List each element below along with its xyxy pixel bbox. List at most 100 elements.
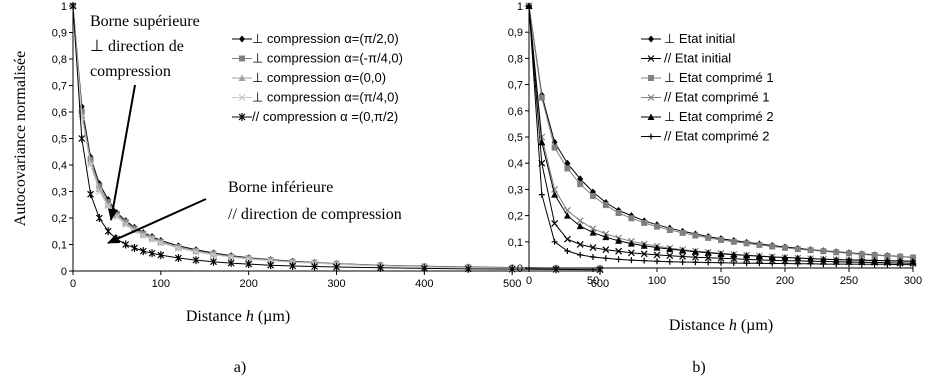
legend-item: ⊥ Etat comprimé 2 (641, 109, 774, 124)
legend-item: ⊥ compression α=(-π/4,0) (232, 51, 403, 66)
data-point (679, 246, 687, 254)
x-tick-label: 150 (712, 275, 730, 287)
data-point (602, 202, 609, 209)
data-point (691, 248, 699, 255)
data-point (819, 255, 827, 263)
data-point (420, 264, 428, 273)
x-tick-label: 300 (327, 278, 345, 290)
data-point (590, 192, 596, 199)
series-6 (526, 3, 916, 268)
data-point (245, 255, 253, 263)
data-point (157, 251, 165, 260)
legend-label: ⊥ Etat comprimé 1 (664, 70, 774, 85)
data-point (464, 264, 472, 273)
legend-marker (238, 74, 246, 81)
legend-label: // Etat comprimé 2 (664, 129, 769, 144)
legend-marker (648, 75, 654, 81)
data-point (333, 263, 340, 272)
data-point (743, 240, 750, 247)
data-point (289, 261, 297, 270)
data-point (858, 261, 865, 268)
data-point (846, 250, 852, 257)
data-point (768, 253, 776, 260)
legend-item: // Etat initial (641, 51, 731, 66)
x-tick-label: 600 (591, 278, 609, 290)
data-point (174, 244, 182, 252)
data-point (564, 159, 571, 167)
annotation-lower-arrow (107, 198, 207, 244)
data-point (846, 261, 852, 268)
data-point (602, 255, 609, 262)
x-tick-label: 0 (526, 275, 532, 287)
data-point (781, 254, 789, 261)
data-point (627, 249, 635, 257)
series-5 (525, 2, 917, 265)
x-tick-label: 100 (152, 278, 170, 290)
data-point (833, 261, 840, 268)
y-tick-label: 0,8 (52, 54, 67, 66)
y-tick-label: 0,7 (52, 81, 67, 93)
legend-marker (239, 55, 245, 62)
data-point (122, 240, 130, 249)
data-point (95, 214, 103, 222)
legend-a: ⊥ compression α=(π/2,0) ⊥ compression α=(… (232, 31, 403, 124)
data-point (909, 257, 917, 265)
legend-marker (238, 113, 246, 121)
data-point (640, 250, 648, 258)
x-axis-title-b: Distance h (µm) (669, 317, 773, 334)
data-point (104, 201, 112, 208)
data-point (871, 256, 879, 264)
data-point (210, 257, 217, 266)
data-point (755, 252, 763, 260)
data-point (563, 212, 571, 219)
legend-marker (648, 133, 654, 140)
x-tick-label: 400 (415, 278, 433, 290)
data-point (376, 263, 384, 272)
data-point (884, 252, 891, 259)
data-point (666, 252, 674, 260)
data-point (871, 252, 878, 259)
series-group-b (525, 2, 917, 268)
data-point (691, 253, 699, 261)
data-point (769, 243, 776, 250)
data-point (666, 245, 674, 253)
data-point (602, 246, 610, 254)
data-point (139, 232, 147, 239)
data-point (666, 258, 673, 265)
legend-label: ⊥ compression α=(π/4,0) (252, 90, 399, 105)
panel-label-a: a) (234, 359, 246, 376)
data-point (653, 244, 661, 251)
annotation-upper-line-1: Borne supérieure (90, 13, 200, 30)
data-point (820, 261, 827, 268)
data-point (640, 242, 648, 249)
legend-b: ⊥ Etat initial // Etat initial ⊥ Etat comp… (641, 31, 774, 144)
data-point (807, 255, 815, 262)
y-tick-label: 0,5 (52, 134, 67, 146)
x-tick-label: 50 (587, 275, 599, 287)
data-point (508, 265, 516, 274)
data-point (704, 249, 712, 256)
y-tick-label: 0,8 (508, 53, 523, 65)
data-point (148, 235, 156, 243)
data-point (87, 161, 94, 169)
data-point (227, 253, 235, 261)
data-point (782, 244, 788, 251)
data-point (654, 258, 660, 265)
data-point (666, 227, 673, 234)
data-point (679, 253, 687, 260)
legend-label: ⊥ Etat comprimé 2 (664, 109, 774, 124)
data-point (122, 221, 130, 229)
data-point (227, 259, 235, 268)
data-point (883, 257, 891, 264)
data-point (730, 251, 738, 258)
data-point (576, 217, 584, 225)
data-point (692, 259, 699, 266)
x-tick-label: 500 (503, 278, 521, 290)
data-point (756, 260, 763, 267)
data-point (705, 259, 712, 266)
legend-label: ⊥ Etat initial (664, 31, 735, 46)
data-point (832, 256, 840, 263)
data-point (628, 257, 635, 264)
data-point (858, 256, 866, 264)
